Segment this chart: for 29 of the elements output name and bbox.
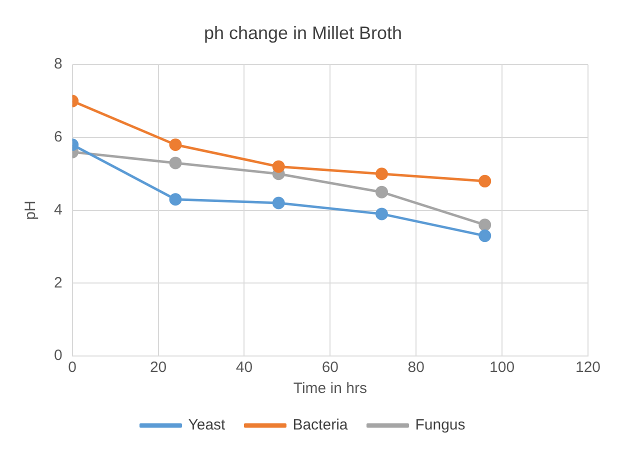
y-tick-label: 8 bbox=[54, 56, 62, 73]
point bbox=[375, 168, 388, 180]
y-tick-label: 4 bbox=[54, 201, 62, 218]
x-tick-label: 40 bbox=[236, 359, 253, 376]
y-tick-label: 2 bbox=[54, 274, 62, 292]
point bbox=[169, 193, 182, 206]
point bbox=[169, 138, 182, 151]
x-tick-label: 60 bbox=[322, 359, 339, 376]
y-tick-label: 0 bbox=[54, 347, 62, 364]
point bbox=[478, 230, 492, 242]
legend-label: Bacteria bbox=[292, 416, 348, 434]
x-tick-label: 80 bbox=[408, 359, 424, 376]
point bbox=[375, 208, 388, 220]
x-tick-label: 20 bbox=[150, 359, 167, 376]
y-tick-label: 6 bbox=[54, 128, 62, 146]
chart-title: ph change in Millet Broth bbox=[204, 22, 402, 43]
y-axis-title: pH bbox=[22, 200, 40, 220]
x-tick-label: 100 bbox=[490, 359, 515, 376]
point bbox=[478, 174, 492, 188]
legend-label: Yeast bbox=[188, 416, 226, 434]
x-tick-label: 0 bbox=[68, 359, 77, 376]
point bbox=[169, 156, 182, 170]
point bbox=[272, 196, 285, 210]
x-tick-label: 120 bbox=[575, 359, 601, 376]
x-axis-title: Time in hrs bbox=[293, 380, 367, 398]
legend-label: Fungus bbox=[415, 416, 466, 434]
point bbox=[375, 186, 388, 198]
point bbox=[478, 218, 492, 232]
point bbox=[272, 160, 285, 173]
